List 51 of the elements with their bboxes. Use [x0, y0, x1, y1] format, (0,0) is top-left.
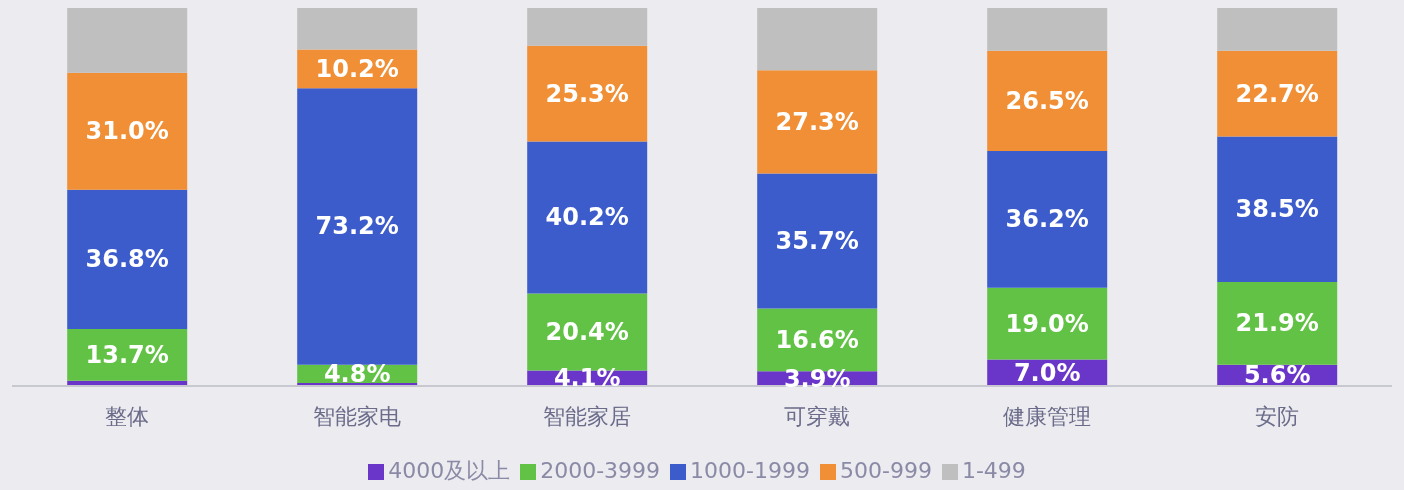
bar	[527, 45, 648, 142]
data-label: 22.7%	[1235, 79, 1319, 108]
bar	[987, 287, 1108, 360]
bar	[987, 8, 1108, 51]
data-label: 4.1%	[553, 364, 621, 393]
data-label: 25.3%	[545, 79, 629, 108]
data-label: 20.4%	[545, 317, 629, 346]
legend-label: 1-499	[961, 458, 1026, 483]
bar	[757, 8, 878, 71]
bar	[757, 173, 878, 309]
data-label: 13.7%	[85, 340, 169, 369]
bar	[67, 189, 188, 329]
bar	[987, 150, 1108, 288]
data-label: 4.8%	[323, 359, 391, 388]
data-label: 31.0%	[85, 117, 169, 146]
legend-label: 2000-3999	[540, 458, 661, 483]
bar	[987, 50, 1108, 151]
data-label: 38.5%	[1235, 195, 1319, 224]
data-label: 10.2%	[315, 54, 399, 83]
data-label: 16.6%	[775, 325, 859, 354]
data-label: 73.2%	[315, 212, 399, 241]
x-tick-label: 整体	[105, 403, 149, 429]
data-label: 35.7%	[775, 227, 859, 256]
data-label: 27.3%	[775, 107, 859, 136]
bar	[527, 141, 648, 294]
bar	[1217, 282, 1338, 365]
bar	[527, 8, 648, 46]
bar	[297, 8, 418, 50]
x-tick-label: 可穿戴	[784, 403, 850, 429]
data-label: 5.6%	[1243, 361, 1311, 390]
x-tick-label: 安防	[1255, 403, 1299, 429]
x-tick-label: 智能家电	[313, 403, 401, 429]
data-label: 26.5%	[1005, 86, 1089, 115]
data-label: 19.0%	[1005, 309, 1089, 338]
legend-label: 4000及以上	[388, 458, 511, 483]
data-label: 36.8%	[85, 245, 169, 274]
bar	[1217, 50, 1338, 137]
legend-label: 1000-1999	[690, 458, 810, 483]
bar	[67, 72, 188, 190]
data-label: 40.2%	[545, 203, 629, 232]
x-tick-label: 智能家居	[543, 403, 631, 429]
bar	[1217, 8, 1338, 51]
data-label: 7.0%	[1013, 358, 1081, 387]
legend-label: 500-999	[839, 458, 932, 483]
bar	[297, 88, 418, 365]
bar	[67, 8, 188, 73]
data-label: 21.9%	[1235, 309, 1319, 338]
bar	[757, 70, 878, 174]
data-label: 36.2%	[1005, 205, 1089, 234]
x-tick-label: 健康管理	[1003, 403, 1091, 429]
bar	[1217, 136, 1338, 283]
